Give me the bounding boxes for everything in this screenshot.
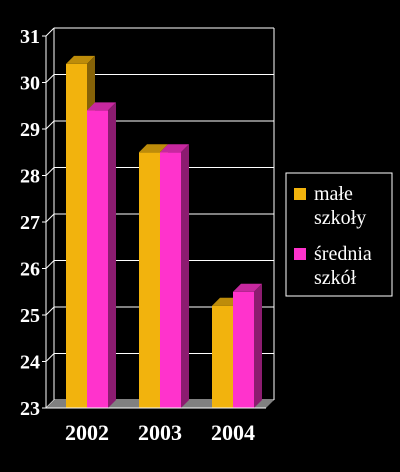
x-tick-label: 2003 (138, 420, 182, 445)
bar-side (181, 144, 189, 408)
y-tick-label: 28 (20, 166, 40, 188)
gridline-side (45, 120, 55, 130)
legend-label-line2: szkoły (314, 207, 366, 229)
gridline-side (45, 260, 55, 269)
gridline-side (45, 306, 55, 316)
legend: małe szkoły średnia szkół (285, 172, 393, 297)
legend-label-line2: szkół (314, 267, 357, 289)
bar-top (139, 144, 168, 153)
bar-top (66, 55, 95, 64)
bar-side (254, 283, 262, 408)
legend-label-line1: średnia (314, 243, 372, 265)
gridline-side (45, 213, 55, 223)
y-tick-label: 24 (20, 352, 40, 374)
bar-top (87, 102, 116, 111)
bar-front (233, 291, 254, 408)
y-tick-label: 29 (20, 119, 40, 141)
bar-side (108, 102, 116, 409)
bar (87, 102, 116, 409)
y-tick-label: 25 (20, 305, 40, 327)
y-tick-label: 26 (20, 259, 40, 281)
y-tick-label: 27 (20, 212, 40, 234)
gridline-side (45, 74, 55, 83)
y-tick-label: 23 (20, 398, 40, 420)
y-tick-label: 30 (20, 73, 40, 95)
legend-swatch-schools-average (294, 248, 306, 260)
gridline-side (45, 167, 55, 176)
legend-swatch-small-schools (294, 188, 306, 200)
y-axis: 23 24 25 26 27 28 29 30 31 (20, 26, 47, 420)
x-tick-label: 2004 (211, 420, 255, 445)
bar-top (160, 144, 189, 153)
bar-front (212, 305, 233, 408)
x-axis: 2002 2003 2004 (46, 407, 266, 445)
gridline-side (45, 27, 55, 37)
gridline-side (45, 353, 55, 362)
chart-bars (66, 55, 262, 409)
bar-front (87, 110, 108, 409)
bar (160, 144, 189, 408)
bar-front (160, 152, 181, 408)
bar-front (66, 63, 87, 409)
bar (233, 283, 262, 408)
bar-front (139, 152, 160, 408)
legend-label-line1: małe (314, 183, 353, 205)
bar-top (233, 283, 262, 292)
x-tick-label: 2002 (65, 420, 109, 445)
y-tick-label: 31 (20, 26, 40, 48)
